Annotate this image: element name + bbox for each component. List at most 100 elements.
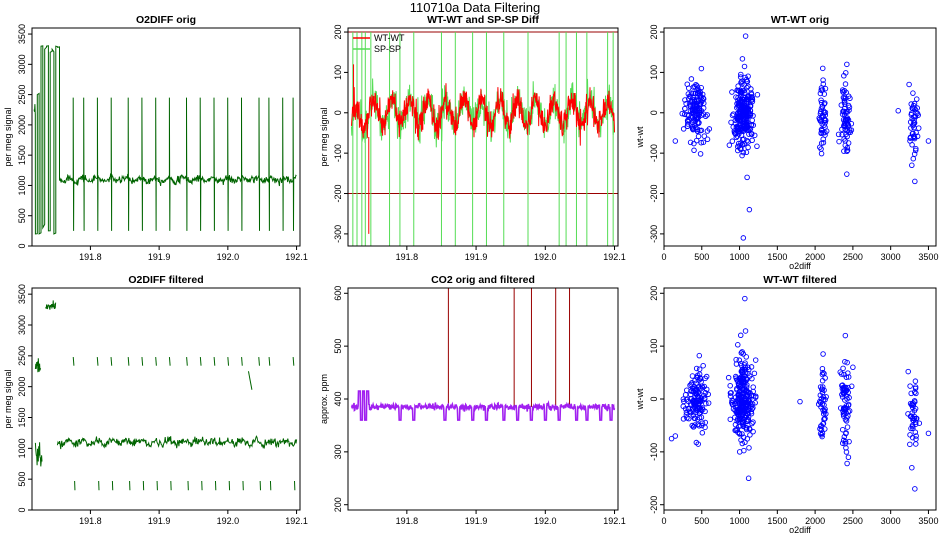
scatter-point	[688, 76, 695, 82]
y-tick-label: 1000	[17, 175, 27, 195]
scatter-point	[740, 97, 747, 103]
scatter-point	[906, 81, 912, 88]
scatter-point	[752, 357, 759, 363]
x-tick-label: 191.9	[465, 252, 488, 262]
scatter-point	[843, 430, 849, 437]
scatter-point	[818, 426, 825, 433]
scatter-point	[909, 434, 916, 441]
scatter-point	[685, 85, 692, 91]
y-tick-label: -100	[649, 144, 659, 162]
scatter-point	[687, 409, 694, 416]
scatter-point	[747, 373, 753, 379]
scatter-point	[841, 148, 847, 154]
scatter-point	[680, 396, 687, 402]
y-tick-label: 2500	[17, 85, 27, 105]
scatter-point	[846, 438, 852, 445]
x-tick-label: 0	[661, 516, 666, 526]
scatter-point	[687, 401, 694, 407]
scatter-point	[693, 407, 699, 413]
y-tick-label: 200	[333, 25, 343, 40]
scatter-point	[681, 398, 687, 405]
scatter-point	[744, 112, 751, 119]
scatter-point	[746, 425, 753, 432]
scatter-point	[820, 396, 827, 403]
scatter-point	[726, 142, 733, 148]
scatter-point	[913, 390, 919, 397]
x-tick-label: 192.1	[603, 516, 626, 526]
scatter-point	[818, 97, 824, 103]
scatter-point	[839, 440, 846, 446]
main-title: 110710a Data Filtering	[409, 0, 541, 15]
x-tick-label: 192.0	[534, 516, 557, 526]
scatter-point	[694, 98, 700, 104]
scatter-point	[749, 406, 755, 412]
scatter-point	[744, 174, 750, 181]
filtered-fragment	[155, 357, 157, 366]
filtered-fragment	[292, 357, 295, 366]
scatter-point	[685, 91, 692, 97]
scatter-point	[743, 354, 750, 360]
scatter-point	[685, 121, 691, 127]
scatter-point	[698, 112, 705, 118]
scatter-point	[745, 414, 752, 420]
scatter-point	[688, 90, 695, 96]
scatter-point	[695, 405, 701, 412]
scatter-point	[911, 407, 918, 414]
x-tick-label: 191.8	[79, 516, 102, 526]
scatter-point	[743, 399, 749, 406]
scatter-point	[747, 108, 754, 114]
scatter-point	[744, 382, 750, 388]
panel-o2diff-filtered: O2DIFF filtered 191.8 191.9 192.0 192.1 0 500 1…	[3, 274, 308, 526]
scatter-point	[679, 110, 685, 117]
scatter-point	[842, 405, 848, 411]
x-tick-label: 191.8	[396, 516, 419, 526]
scatter-point	[697, 88, 703, 95]
scatter-point	[737, 100, 743, 106]
y-tick-label: 1000	[17, 438, 27, 458]
plot-content	[33, 45, 297, 235]
scatter-point	[745, 407, 752, 413]
scatter-point	[820, 77, 826, 83]
scatter-point	[701, 100, 707, 107]
x-tick-label: 3500	[918, 252, 938, 262]
scatter-point	[737, 117, 743, 123]
scatter-point	[748, 122, 754, 129]
scatter-point	[914, 96, 920, 102]
scatter-point	[694, 128, 701, 135]
scatter-point	[740, 235, 747, 241]
scatter-point	[839, 131, 845, 138]
scatter-point	[691, 98, 698, 105]
scatter-point	[729, 112, 736, 119]
scatter-point	[734, 418, 740, 424]
y-tick-label: 2000	[17, 377, 27, 397]
scatter-point	[737, 391, 743, 398]
scatter-point	[905, 368, 911, 375]
scatter-point	[739, 409, 746, 415]
scatter-point	[842, 384, 849, 391]
scatter-point	[668, 435, 675, 442]
y-tick-label: 100	[649, 65, 659, 80]
y-axis-label: wt-wt	[635, 388, 645, 410]
scatter-point	[907, 432, 913, 438]
scatter-point	[739, 152, 745, 159]
scatter-point	[844, 61, 850, 68]
scatter-point	[740, 116, 747, 123]
scatter-point	[736, 382, 742, 389]
x-tick-label: 192.0	[217, 516, 240, 526]
y-tick-label: 500	[17, 208, 27, 223]
scatter-point	[683, 409, 690, 416]
scatter-point	[818, 150, 825, 157]
scatter-point	[909, 130, 916, 137]
scatter-point	[738, 105, 745, 111]
scatter-point	[839, 111, 846, 117]
y-axis-label: wt-wt	[635, 126, 645, 148]
scatter-point	[842, 81, 849, 87]
plot-content	[672, 33, 932, 241]
scatter-point	[842, 138, 848, 144]
scatter-point	[913, 441, 919, 447]
scatter-point	[840, 411, 847, 417]
filtered-fragment	[247, 371, 253, 390]
scatter-point	[737, 129, 743, 135]
filtered-fragment	[141, 357, 144, 366]
y-tick-label: 0	[649, 396, 659, 401]
